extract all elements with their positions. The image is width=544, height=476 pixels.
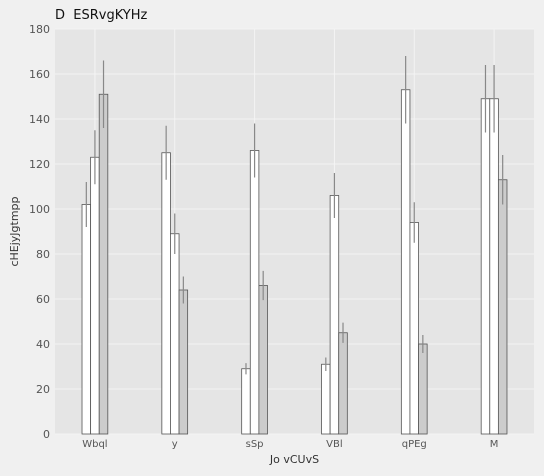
y-tick-label: 140 bbox=[29, 113, 50, 126]
bar bbox=[498, 180, 507, 434]
y-tick-label: 20 bbox=[36, 383, 50, 396]
x-tick-label: y bbox=[172, 439, 178, 450]
x-tick-label: Wbql bbox=[82, 439, 107, 450]
y-axis-label: cHEjyJgtmpp bbox=[8, 196, 21, 266]
x-tick-label: VBl bbox=[326, 439, 342, 450]
y-tick-label: 80 bbox=[36, 248, 50, 261]
y-tick-label: 160 bbox=[29, 68, 50, 81]
bar bbox=[322, 364, 331, 434]
bar bbox=[410, 223, 419, 435]
x-tick-label: sSp bbox=[246, 439, 264, 450]
bar bbox=[490, 99, 499, 434]
y-tick-label: 100 bbox=[29, 203, 50, 216]
bar bbox=[242, 369, 251, 434]
y-tick-label: 40 bbox=[36, 338, 50, 351]
bar bbox=[419, 344, 428, 434]
bar bbox=[162, 153, 171, 434]
x-tick-label: qPEg bbox=[402, 439, 427, 450]
bar bbox=[339, 333, 348, 434]
y-tick-label: 60 bbox=[36, 293, 50, 306]
bar bbox=[82, 205, 91, 435]
bar bbox=[179, 290, 188, 434]
x-axis-label: Jo vCUvS bbox=[269, 453, 319, 466]
y-tick-label: 0 bbox=[43, 428, 50, 441]
bar bbox=[259, 286, 268, 435]
x-tick-label: M bbox=[490, 439, 499, 450]
bar bbox=[170, 234, 179, 434]
bar bbox=[401, 90, 410, 434]
bar bbox=[250, 151, 259, 435]
bar bbox=[91, 157, 100, 434]
y-tick-label: 180 bbox=[29, 23, 50, 36]
bar bbox=[481, 99, 490, 434]
bar bbox=[330, 196, 339, 435]
plot-area bbox=[55, 29, 534, 434]
y-tick-label: 120 bbox=[29, 158, 50, 171]
bar bbox=[99, 94, 108, 434]
